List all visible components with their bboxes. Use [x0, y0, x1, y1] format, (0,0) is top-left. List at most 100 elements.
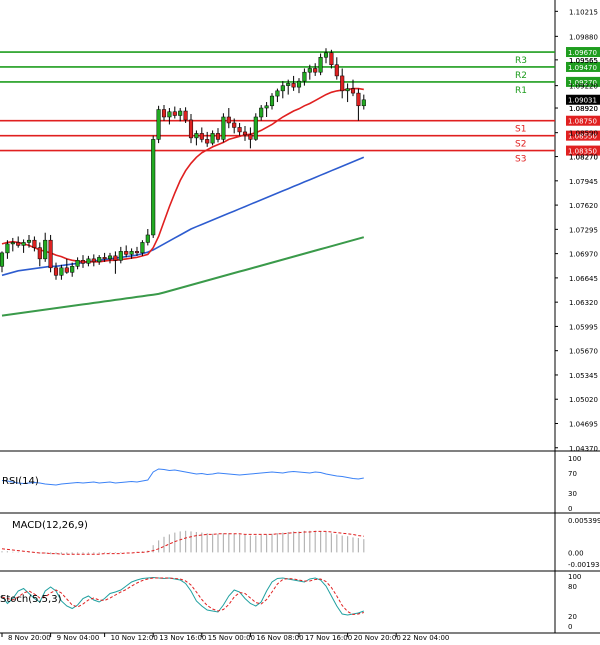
- macd-tick-label: -0.001934: [568, 561, 600, 569]
- price-tick-label: 1.08270: [569, 154, 598, 162]
- moving-averages: [1, 87, 365, 317]
- time-axis: 8 Nov 20:00 9 Nov 04:00 10 Nov 12:00 13 Nov…: [1, 633, 449, 642]
- candle-bull: [286, 83, 291, 86]
- macd-tick-label: 0.00: [568, 549, 584, 557]
- candle-bear: [340, 75, 345, 92]
- candle-bull: [280, 85, 285, 92]
- level-price-tag: [566, 130, 600, 141]
- level-price-label: 1.09670: [568, 49, 597, 57]
- candle-bear: [242, 131, 248, 136]
- candle-bear: [199, 133, 204, 140]
- time-tick-label: 13 Nov 16:00: [159, 634, 206, 642]
- candle-bear: [237, 127, 242, 133]
- candle-bear: [329, 52, 334, 65]
- time-tick-label: 22 Nov 04:00: [402, 634, 449, 642]
- candle-bear: [205, 139, 210, 144]
- time-tick-label: 15 Nov 00:00: [208, 634, 255, 642]
- candle-bull: [253, 116, 258, 140]
- candle-bear: [16, 242, 21, 246]
- stoch-tick-label: 0: [568, 623, 572, 631]
- candle-bear: [102, 257, 107, 260]
- price-tick-label: 1.09565: [569, 57, 598, 65]
- candle-bull: [118, 251, 123, 261]
- candle-bear: [356, 92, 361, 107]
- price-label: 1.08270: [569, 154, 598, 162]
- price-tick-label: 1.05995: [569, 323, 598, 331]
- level-name-s2: S2: [515, 140, 526, 150]
- candle-bear: [37, 247, 42, 260]
- candle-bull: [259, 107, 264, 118]
- candle-bull: [86, 258, 91, 264]
- candle-bear: [32, 239, 37, 248]
- rsi-tick-label: 0: [568, 505, 572, 513]
- stoch-tick-label: 20: [568, 613, 577, 621]
- price-tick-label: 1.06320: [569, 299, 598, 307]
- price-axis: 1.10215 1.09880 1.09565 1.09220 1.08920 1.085…: [555, 8, 600, 453]
- candle-bull: [129, 251, 134, 255]
- stoch-tick-label: 80: [568, 583, 577, 591]
- candle-bull: [156, 109, 161, 140]
- candle-bear: [350, 88, 356, 94]
- candle-bear: [91, 258, 96, 263]
- candle-bull: [140, 242, 145, 254]
- price-tick-label: 1.09880: [569, 33, 598, 41]
- candle-bull: [75, 260, 80, 267]
- level-price-label: 1.08550: [568, 133, 597, 141]
- time-tick-label: 8 Nov 20:00: [8, 634, 51, 642]
- candle-bull: [307, 68, 312, 73]
- price-tick-label: 1.07620: [569, 202, 598, 210]
- price-tick-label: 1.04370: [569, 445, 598, 453]
- candle-bull: [361, 99, 366, 107]
- candle-bull: [194, 133, 199, 139]
- price-tick-label: 1.06645: [569, 275, 598, 283]
- price-tick-label: 1.06970: [569, 251, 598, 259]
- time-tick-label: 16 Nov 08:00: [256, 634, 303, 642]
- candle-bull: [323, 52, 329, 58]
- rsi-tick-label: 70: [568, 470, 577, 478]
- level-price-tag: [566, 76, 600, 87]
- level-price-label: 1.09470: [568, 64, 597, 72]
- candle-bull: [97, 257, 102, 263]
- candle-bull: [178, 110, 183, 116]
- level-price-tag: [566, 61, 600, 72]
- candle-bull: [318, 57, 323, 73]
- candle-bull: [43, 239, 48, 260]
- sma-mid-line: [1, 156, 365, 277]
- candle-bull: [269, 95, 275, 107]
- candle-bear: [215, 133, 221, 140]
- stoch-main-line: [1, 576, 364, 616]
- candle-bull: [345, 88, 350, 92]
- candle-bull: [107, 255, 113, 260]
- candle-bear: [172, 111, 177, 116]
- price-label: 1.09565: [569, 57, 598, 65]
- level-price-tag: [566, 115, 600, 126]
- level-price-tag: [566, 145, 600, 156]
- candle-bear: [313, 68, 318, 73]
- candle-bull: [21, 242, 26, 246]
- pivot-levels: R3 1.09670 R2 1.09470 R1 1.09270 S1 1.08750 S2 1.…: [0, 47, 600, 165]
- time-tick-label: 9 Nov 04:00: [57, 634, 100, 642]
- macd-panel: 0.005399 0.00 -0.001934 MACD(12,26,9): [1, 517, 600, 569]
- candle-bear: [291, 83, 296, 88]
- candle-bear: [64, 267, 69, 273]
- candle-bear: [124, 251, 129, 255]
- candle-bear: [48, 239, 53, 269]
- candlesticks: [0, 48, 366, 280]
- candle-bear: [334, 64, 339, 77]
- candle-bull: [275, 90, 280, 97]
- candle-bull: [151, 139, 156, 236]
- level-price-label: 1.08350: [568, 148, 597, 156]
- stoch-panel: 100 80 20 0 Stoch(5,5,3): [0, 573, 581, 631]
- candle-bull: [296, 80, 302, 88]
- candle-bear: [188, 119, 194, 139]
- rsi-line: [1, 468, 364, 486]
- price-tick-label: 1.07945: [569, 178, 598, 186]
- current-price-label: 1.09031: [568, 97, 597, 105]
- candle-bull: [0, 252, 5, 267]
- level-price-label: 1.08750: [568, 118, 597, 126]
- time-tick-label: 20 Nov 20:00: [354, 634, 401, 642]
- macd-signal-line: [1, 530, 364, 555]
- candle-bear: [80, 260, 86, 264]
